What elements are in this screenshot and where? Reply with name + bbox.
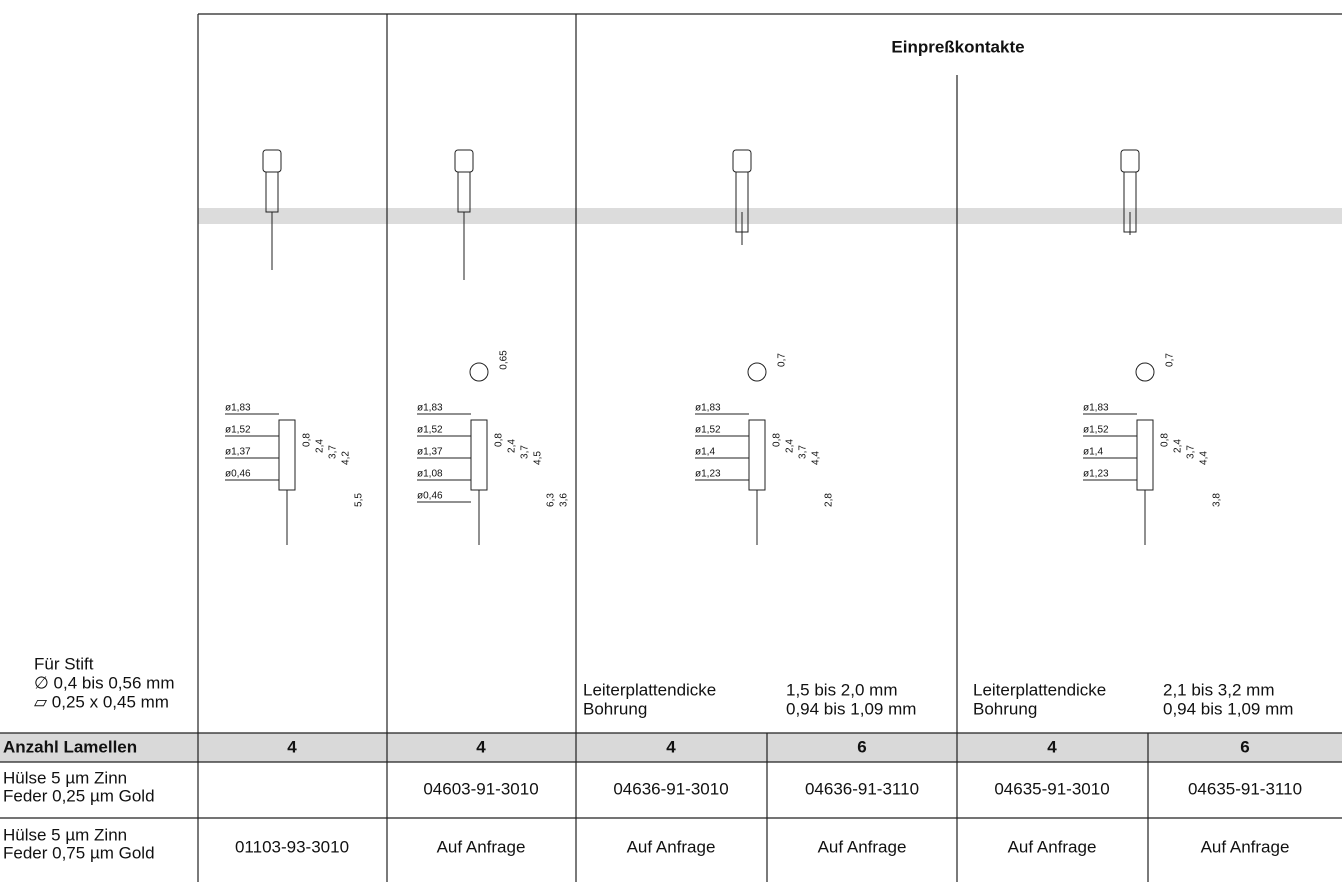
note-value: 1,5 bis 2,0 mm <box>786 680 898 699</box>
contact-head <box>262 149 282 173</box>
grid <box>0 13 1342 882</box>
dimension-label: 3,7 <box>798 445 809 459</box>
dimension-label: 4,2 <box>341 451 352 465</box>
note-value: 0,94 bis 1,09 mm <box>786 699 916 718</box>
drawing-body <box>470 419 488 491</box>
diameter-label: ø1,23 <box>1083 469 1109 480</box>
row-label: Feder 0,75 µm Gold <box>3 843 155 862</box>
cell: 6 <box>1240 737 1249 756</box>
row-label: Anzahl Lamellen <box>3 737 137 756</box>
dimension-label: 4,4 <box>811 451 822 465</box>
cell: 4 <box>287 737 297 756</box>
row-label: Feder 0,25 µm Gold <box>3 786 155 805</box>
diameter-label: ø1,23 <box>695 469 721 480</box>
dimension-label: 0,8 <box>772 433 783 447</box>
cell: Auf Anfrage <box>437 837 526 856</box>
diameter-label: ø1,52 <box>417 425 443 436</box>
top-view <box>1135 362 1155 382</box>
cell: 4 <box>1047 737 1057 756</box>
dimension-label: 3,7 <box>1186 445 1197 459</box>
diameter-label: ø1,52 <box>225 425 251 436</box>
header-row-bg <box>0 733 1342 762</box>
top-dim: 0,7 <box>1165 353 1176 367</box>
dimension-label: 0,8 <box>494 433 505 447</box>
cell: 04636-91-3110 <box>805 779 919 798</box>
diameter-label: ø1,83 <box>417 403 443 414</box>
cell: 6 <box>857 737 866 756</box>
dimension-label: 2,4 <box>507 439 518 453</box>
contact-head <box>454 149 474 173</box>
dimension-label: 4,4 <box>1199 451 1210 465</box>
diameter-label: ø1,83 <box>225 403 251 414</box>
cell: Auf Anfrage <box>1201 837 1290 856</box>
dimension-label: 4,5 <box>533 451 544 465</box>
drawing-body <box>1136 419 1154 491</box>
dimension-label: 5,5 <box>354 493 365 507</box>
dimension-label: 0,8 <box>1160 433 1171 447</box>
pcb-band <box>198 208 1342 224</box>
dimension-label: 2,4 <box>315 439 326 453</box>
pin-note: ∅ 0,4 bis 0,56 mm <box>34 673 174 692</box>
cell: Auf Anfrage <box>627 837 716 856</box>
dimension-label: 2,8 <box>824 493 835 507</box>
top-dim: 0,7 <box>777 353 788 367</box>
cell: Auf Anfrage <box>818 837 907 856</box>
dimension-label: 2,4 <box>785 439 796 453</box>
dimension-label: 3,7 <box>520 445 531 459</box>
note-value: 2,1 bis 3,2 mm <box>1163 680 1275 699</box>
note-value: 0,94 bis 1,09 mm <box>1163 699 1293 718</box>
note-label: Leiterplattendicke <box>973 680 1106 699</box>
contact-body <box>457 171 471 213</box>
top-view <box>747 362 767 382</box>
dimension-label: 6,3 <box>546 493 557 507</box>
diameter-label: ø1,83 <box>695 403 721 414</box>
cell: 04635-91-3110 <box>1188 779 1302 798</box>
cell: 04636-91-3010 <box>613 779 728 798</box>
diameter-label: ø1,37 <box>417 447 443 458</box>
pin-note: ▱ 0,25 x 0,45 mm <box>34 692 169 711</box>
note-label: Bohrung <box>973 699 1037 718</box>
contact-head <box>732 149 752 173</box>
diameter-label: ø1,4 <box>695 447 715 458</box>
contact-body <box>265 171 279 213</box>
row-label: Hülse 5 µm Zinn <box>3 768 127 787</box>
diameter-label: ø1,52 <box>695 425 721 436</box>
top-dim: 0,65 <box>499 350 510 370</box>
dimension-label: 0,8 <box>302 433 313 447</box>
diameter-label: ø1,4 <box>1083 447 1103 458</box>
dimension-label: 3,6 <box>559 493 570 507</box>
drawing-body <box>748 419 766 491</box>
cell: Auf Anfrage <box>1008 837 1097 856</box>
cell: 01103-93-3010 <box>235 837 349 856</box>
drawing-body <box>278 419 296 491</box>
diameter-label: ø0,46 <box>417 491 443 502</box>
diameter-label: ø0,46 <box>225 469 251 480</box>
pin-note: Für Stift <box>34 654 94 673</box>
note-label: Leiterplattendicke <box>583 680 716 699</box>
cell: 04603-91-3010 <box>423 779 538 798</box>
row-label: Hülse 5 µm Zinn <box>3 825 127 844</box>
diameter-label: ø1,52 <box>1083 425 1109 436</box>
dimension-label: 3,8 <box>1212 493 1223 507</box>
group-title: Einpreßkontakte <box>891 37 1024 56</box>
note-label: Bohrung <box>583 699 647 718</box>
diameter-label: ø1,08 <box>417 469 443 480</box>
top-view <box>469 362 489 382</box>
contact-head <box>1120 149 1140 173</box>
cell: 04635-91-3010 <box>994 779 1109 798</box>
cell: 4 <box>476 737 486 756</box>
diameter-label: ø1,37 <box>225 447 251 458</box>
dimension-label: 3,7 <box>328 445 339 459</box>
diameter-label: ø1,83 <box>1083 403 1109 414</box>
dimension-label: 2,4 <box>1173 439 1184 453</box>
cell: 4 <box>666 737 676 756</box>
